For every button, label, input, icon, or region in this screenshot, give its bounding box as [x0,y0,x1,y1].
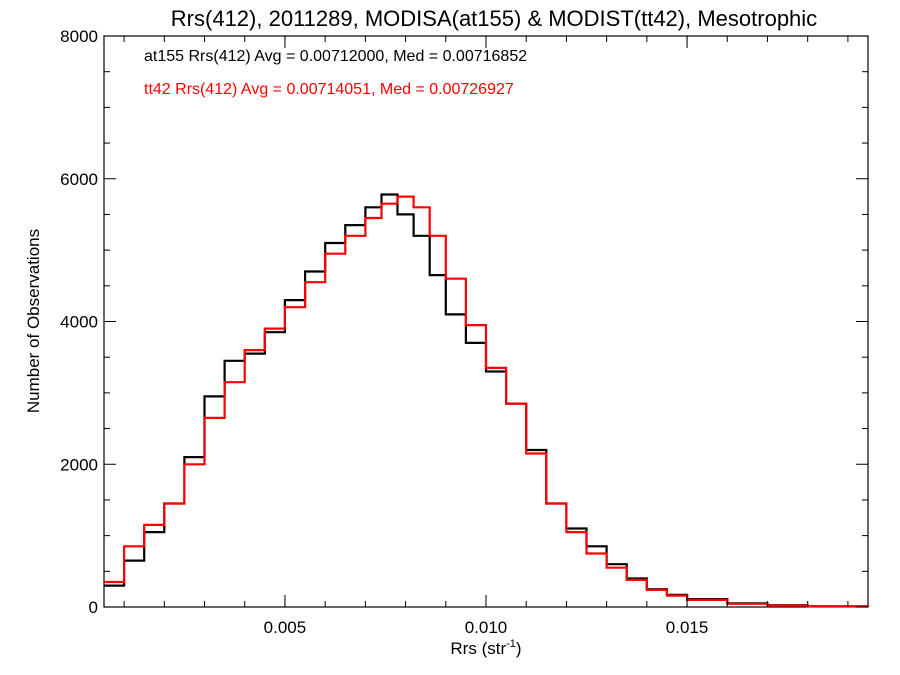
y-tick-label: 6000 [60,170,98,189]
x-tick-label: 0.010 [465,618,508,637]
y-axis-label: Number of Observations [24,229,43,413]
series-line-at155 [104,193,870,608]
series-line-tt42 [104,195,870,608]
x-axis-ticks: 0.005 0.010 0.015 [123,36,849,637]
x-tick-label: 0.015 [666,618,709,637]
series-layer [104,193,870,608]
chart-title: Rrs(412), 2011289, MODISA(at155) & MODIS… [171,6,817,31]
x-axis-label: Rrs (str-1) [450,638,521,658]
plot-frame [103,35,869,608]
x-axis-label-end: ) [516,639,522,658]
plot-area [103,35,869,608]
x-axis-label-superscript: -1 [506,638,516,650]
legend-entry-at155: at155 Rrs(412) Avg = 0.00712000, Med = 0… [144,48,527,65]
y-axis-ticks: 0 2000 4000 6000 8000 [60,27,868,617]
y-tick-label: 2000 [60,455,98,474]
legend-entry-tt42: tt42 Rrs(412) Avg = 0.00714051, Med = 0.… [144,81,514,98]
y-tick-label: 8000 [60,27,98,46]
y-tick-label: 0 [89,598,98,617]
y-tick-label: 4000 [60,313,98,332]
x-tick-label: 0.005 [264,618,307,637]
x-axis-label-main: Rrs (str [450,639,506,658]
